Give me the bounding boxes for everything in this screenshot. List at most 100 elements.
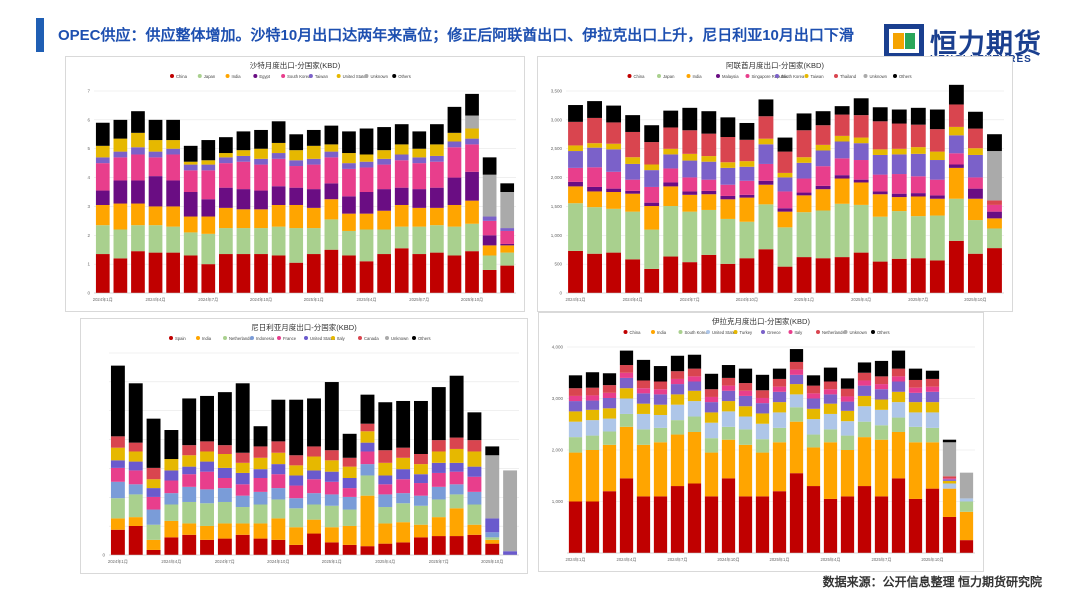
bar-segment [95, 254, 110, 293]
bar-segment [236, 189, 251, 210]
bar-segment [271, 186, 286, 205]
bar-segment [324, 157, 339, 184]
bar-segment [908, 379, 923, 388]
bar-segment [377, 254, 391, 293]
bar-segment [360, 431, 375, 443]
bar-segment [235, 523, 250, 535]
legend-label: Spain [175, 336, 186, 341]
bar-segment [360, 394, 375, 424]
bar-segment [948, 84, 964, 105]
bar-segment [874, 399, 889, 410]
bar-segment [342, 544, 357, 555]
bar-segment [602, 392, 617, 398]
bar-segment [815, 189, 831, 211]
bar-segment [721, 411, 736, 427]
bar-segment [568, 375, 583, 389]
bar-segment [447, 204, 462, 227]
bar-segment [738, 395, 753, 407]
bar-segment [113, 157, 128, 181]
bar-segment [755, 452, 770, 497]
bar-segment [449, 462, 464, 472]
bar-segment [183, 192, 198, 217]
legend-label: Japan [204, 74, 216, 79]
bar-segment [482, 216, 497, 221]
bar-segment [891, 174, 907, 194]
bar-segment [857, 437, 872, 487]
bar-segment [872, 154, 888, 175]
bar-segment [874, 496, 889, 553]
bar-segment [587, 253, 602, 293]
bar-segment [823, 429, 838, 443]
bar-segment [465, 223, 479, 252]
x-tick-label: 2025年10月 [481, 558, 503, 565]
legend-swatch [277, 336, 281, 340]
bar-segment [236, 155, 251, 162]
page-title: OPEC供应：供应整体增加。沙特10月出口达两年来高位；修正后阿联酋出口、伊拉克… [58, 27, 854, 44]
bar-segment [789, 369, 804, 375]
bar-segment [602, 431, 617, 445]
bar-segment [682, 262, 698, 293]
bar-segment [430, 124, 444, 145]
legend-label: Canada [364, 336, 379, 341]
bar-segment [467, 412, 482, 441]
bar-segment [568, 250, 583, 293]
bar-segment [482, 235, 497, 246]
bar-segment [447, 177, 462, 205]
bar-segment [342, 196, 356, 214]
bar-segment [777, 191, 793, 209]
bar-segment [925, 378, 940, 387]
bar-segment [568, 181, 583, 187]
bar-segment [146, 539, 161, 550]
bar-segment [834, 175, 850, 179]
bar-segment [796, 192, 812, 196]
bar-segment [644, 186, 660, 203]
bar-segment [942, 439, 957, 443]
bar-segment [644, 164, 660, 171]
bar-segment [682, 211, 698, 263]
legend-swatch [331, 336, 335, 340]
bar-segment [449, 508, 464, 537]
bar-segment [200, 503, 214, 526]
bar-segment [720, 162, 736, 168]
bar-segment [777, 172, 793, 178]
legend-label: Italy [795, 330, 804, 335]
bar-segment [948, 240, 964, 293]
bar-segment [663, 182, 679, 187]
legend-swatch [412, 336, 416, 340]
bar-segment [619, 365, 634, 373]
bar-segment [815, 185, 831, 190]
bar-segment [670, 355, 685, 372]
bar-segment [414, 474, 428, 484]
bar-segment [789, 394, 804, 408]
bar-segment [359, 167, 374, 192]
legend-swatch [871, 330, 875, 334]
bar-segment [324, 125, 339, 145]
bar-segment [568, 388, 583, 396]
bar-segment [758, 116, 774, 139]
legend-swatch [893, 74, 897, 78]
bar-segment [891, 123, 907, 149]
legend-entry: India [686, 74, 702, 79]
bar-segment [431, 499, 446, 518]
bar-segment [772, 402, 787, 413]
bar-segment [587, 101, 602, 118]
bar-segment [704, 402, 719, 413]
legend-label: Unknown [870, 74, 888, 79]
bar-segment [324, 151, 339, 158]
bar-segment [925, 427, 940, 443]
bar-segment [467, 466, 482, 477]
bar-segment [704, 389, 719, 397]
chart-saudi: 沙特月度出口-分国家(KBD) China Japan India Egypt South… [87, 60, 516, 303]
bar-segment [636, 403, 651, 414]
bar-segment [396, 542, 411, 556]
bar-segment [670, 404, 685, 421]
bar-segment [910, 107, 926, 125]
bar-segment [182, 523, 197, 535]
bar-segment [253, 538, 268, 555]
legend-swatch [788, 330, 793, 334]
bar-segment [925, 442, 940, 489]
bar-segment [585, 420, 600, 436]
bar-segment [110, 498, 125, 519]
bar-segment [467, 524, 482, 535]
bar-segment [602, 397, 617, 409]
